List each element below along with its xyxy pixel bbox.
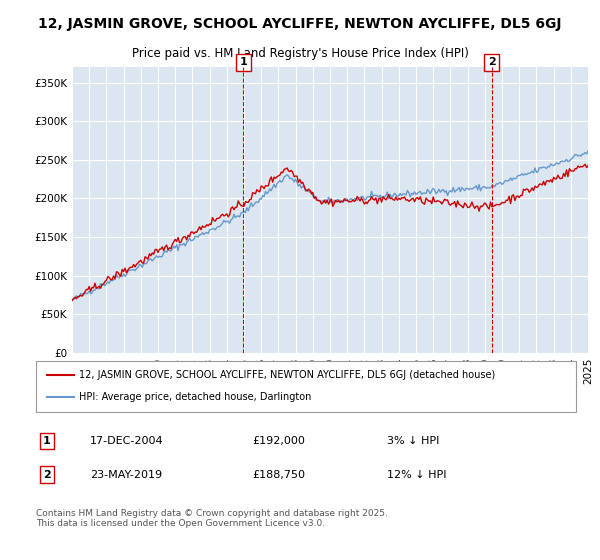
Text: 12, JASMIN GROVE, SCHOOL AYCLIFFE, NEWTON AYCLIFFE, DL5 6GJ: 12, JASMIN GROVE, SCHOOL AYCLIFFE, NEWTO… [38, 17, 562, 31]
Text: 3% ↓ HPI: 3% ↓ HPI [387, 436, 439, 446]
Text: Contains HM Land Registry data © Crown copyright and database right 2025.
This d: Contains HM Land Registry data © Crown c… [36, 509, 388, 529]
Text: HPI: Average price, detached house, Darlington: HPI: Average price, detached house, Darl… [79, 393, 311, 403]
Text: 2: 2 [43, 470, 50, 479]
Text: 12, JASMIN GROVE, SCHOOL AYCLIFFE, NEWTON AYCLIFFE, DL5 6GJ (detached house): 12, JASMIN GROVE, SCHOOL AYCLIFFE, NEWTO… [79, 370, 496, 380]
Text: 1: 1 [43, 436, 50, 446]
Text: Price paid vs. HM Land Registry's House Price Index (HPI): Price paid vs. HM Land Registry's House … [131, 47, 469, 60]
Text: £192,000: £192,000 [252, 436, 305, 446]
Text: 1: 1 [239, 57, 247, 67]
Text: 2: 2 [488, 57, 496, 67]
FancyBboxPatch shape [36, 361, 576, 412]
Text: £188,750: £188,750 [252, 470, 305, 479]
Text: 12% ↓ HPI: 12% ↓ HPI [387, 470, 446, 479]
Text: 23-MAY-2019: 23-MAY-2019 [90, 470, 162, 479]
Text: 17-DEC-2004: 17-DEC-2004 [90, 436, 164, 446]
